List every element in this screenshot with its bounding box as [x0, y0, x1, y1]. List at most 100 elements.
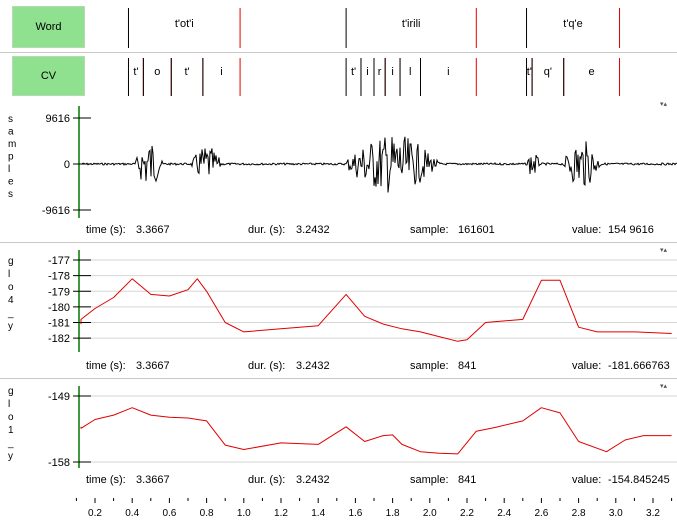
y-tick-label: 9616: [46, 113, 70, 125]
dur-value: 3.2432: [296, 224, 330, 236]
time-label: time (s):: [86, 360, 126, 372]
x-tick-label: 1.2: [274, 508, 288, 519]
y-tick-label: -180: [48, 302, 70, 314]
track-label-char: p: [8, 152, 14, 163]
track-label-char: a: [8, 127, 14, 138]
info-row-samples: time (s): 3.3667 dur. (s): 3.2432 sample…: [86, 222, 677, 240]
y-tick-label: -158: [48, 457, 70, 469]
track-label-char: m: [8, 139, 16, 150]
cv-segment-label[interactable]: t': [351, 66, 356, 78]
x-tick-label: 2.8: [572, 508, 586, 519]
cv-segment-label[interactable]: e: [589, 66, 595, 78]
time-value: 3.3667: [136, 224, 170, 236]
collapse-icon[interactable]: ▾▴: [660, 247, 668, 254]
info-row-glo1: time (s): 3.3667 dur. (s): 3.2432 sample…: [86, 472, 677, 490]
value-label: value:: [572, 224, 602, 236]
cv-segment-label[interactable]: q': [544, 66, 552, 78]
y-tick-label: -178: [48, 271, 70, 283]
x-tick-label: 0.2: [88, 508, 102, 519]
time-label: time (s):: [86, 224, 126, 236]
y-tick-label: -177: [48, 255, 70, 267]
track-label-char: 4: [8, 295, 14, 306]
sample-label: sample:: [410, 360, 449, 372]
collapse-icon[interactable]: ▾▴: [660, 383, 668, 390]
tier-word[interactable]: t'ot'i t'irili t'q'e: [86, 0, 677, 50]
value-value: 154 9616: [608, 224, 654, 236]
track-label-char: o: [8, 282, 14, 293]
cv-segment-label[interactable]: i: [391, 66, 393, 78]
value-value: -154.845245: [608, 474, 670, 486]
time-label: time (s):: [86, 474, 126, 486]
glo1-curve: [80, 407, 672, 455]
y-tick-label: -182: [48, 333, 70, 345]
track-label-char: l: [8, 399, 10, 410]
x-tick-label: 3.2: [646, 508, 660, 519]
track-label-char: s: [8, 114, 13, 125]
y-tick-label: -149: [48, 391, 70, 403]
track-label-char: g: [8, 386, 14, 397]
x-tick-label: 0.4: [125, 508, 139, 519]
track-label-char: o: [8, 412, 14, 423]
track-label-char: _: [7, 438, 14, 449]
x-tick-label: 2.0: [423, 508, 437, 519]
sample-value: 161601: [458, 224, 495, 236]
track-samples[interactable]: s a m p l e s 9616 0 -9616 ▾▴: [0, 100, 677, 222]
cv-segment-label[interactable]: t': [133, 66, 138, 78]
sample-label: sample:: [410, 474, 449, 486]
y-tick-label: -9616: [42, 205, 70, 217]
sample-label: sample:: [410, 224, 449, 236]
cv-segment-label[interactable]: o: [154, 66, 160, 78]
tier-cv[interactable]: t' o t' i t' i r i l i t' q' e: [86, 52, 677, 98]
divider: [0, 52, 677, 53]
value-label: value:: [572, 474, 602, 486]
cv-segment-label[interactable]: t': [527, 66, 532, 78]
time-value: 3.3667: [136, 360, 170, 372]
info-row-glo4: time (s): 3.3667 dur. (s): 3.2432 sample…: [86, 358, 677, 376]
tier-label-cv[interactable]: CV: [12, 56, 85, 96]
track-glo1[interactable]: g l o 1 _y -149 -158 ▾▴: [0, 380, 677, 470]
value-value: -181.666763: [608, 360, 670, 372]
time-axis[interactable]: 0.2 0.4 0.6 0.8 1.0 1.2 1.4 1.6 1.8 2.0 2.2 2.4 2.6 2…: [0, 494, 677, 525]
word-segment-label[interactable]: t'irili: [402, 18, 421, 30]
x-tick-label: 1.6: [348, 508, 362, 519]
dur-label: dur. (s):: [248, 360, 286, 372]
time-value: 3.3667: [136, 474, 170, 486]
cv-segment-label[interactable]: i: [366, 66, 368, 78]
track-label-char: 1: [8, 425, 14, 436]
track-label-char: _: [7, 308, 14, 319]
x-tick-label: 2.6: [534, 508, 548, 519]
x-tick-label: 0.6: [162, 508, 176, 519]
x-tick-label: 2.4: [497, 508, 511, 519]
track-label-char: g: [8, 256, 14, 267]
x-tick-label: 2.2: [460, 508, 474, 519]
cv-segment-label[interactable]: t': [184, 66, 189, 78]
track-glo4[interactable]: g l o 4 _ y -177 -178 -179 -180 -181 -182 ▾▴: [0, 244, 677, 356]
collapse-icon[interactable]: ▾▴: [660, 101, 668, 108]
dur-label: dur. (s):: [248, 224, 286, 236]
x-tick-label: 1.4: [311, 508, 325, 519]
y-tick-label: -179: [48, 286, 70, 298]
tier-label-word[interactable]: Word: [12, 6, 85, 48]
cv-segment-label[interactable]: l: [409, 66, 411, 78]
word-segment-label[interactable]: t'ot'i: [175, 18, 194, 30]
x-tick-label: 1.8: [386, 508, 400, 519]
track-label-char: e: [8, 177, 14, 188]
word-segment-label[interactable]: t'q'e: [563, 18, 583, 30]
dur-value: 3.2432: [296, 474, 330, 486]
dur-label: dur. (s):: [248, 474, 286, 486]
x-tick-label: 0.8: [200, 508, 214, 519]
waveform: [80, 136, 677, 193]
divider: [0, 378, 677, 379]
x-tick-label: 3.0: [609, 508, 623, 519]
track-label-char: y: [8, 451, 13, 462]
cv-segment-label[interactable]: i: [220, 66, 222, 78]
sample-value: 841: [458, 474, 477, 486]
cv-segment-label[interactable]: i: [447, 66, 449, 78]
sample-value: 841: [458, 360, 477, 372]
glo4-curve: [80, 278, 672, 342]
cv-segment-label[interactable]: r: [378, 66, 382, 78]
x-tick-label: 1.0: [237, 508, 251, 519]
dur-value: 3.2432: [296, 360, 330, 372]
track-label-char: s: [8, 189, 13, 200]
value-label: value:: [572, 360, 602, 372]
